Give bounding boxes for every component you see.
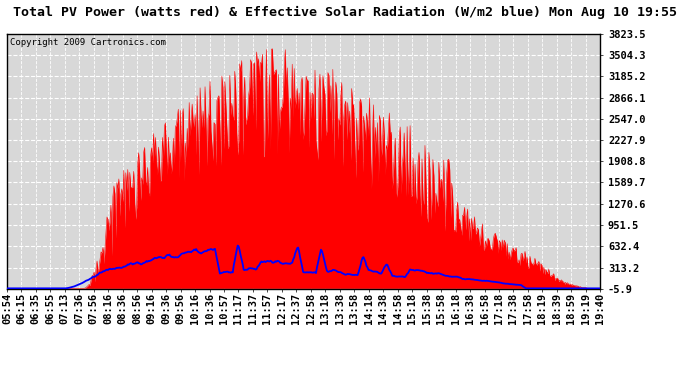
Text: Copyright 2009 Cartronics.com: Copyright 2009 Cartronics.com (10, 38, 166, 46)
Text: Total PV Power (watts red) & Effective Solar Radiation (W/m2 blue) Mon Aug 10 19: Total PV Power (watts red) & Effective S… (13, 6, 677, 19)
